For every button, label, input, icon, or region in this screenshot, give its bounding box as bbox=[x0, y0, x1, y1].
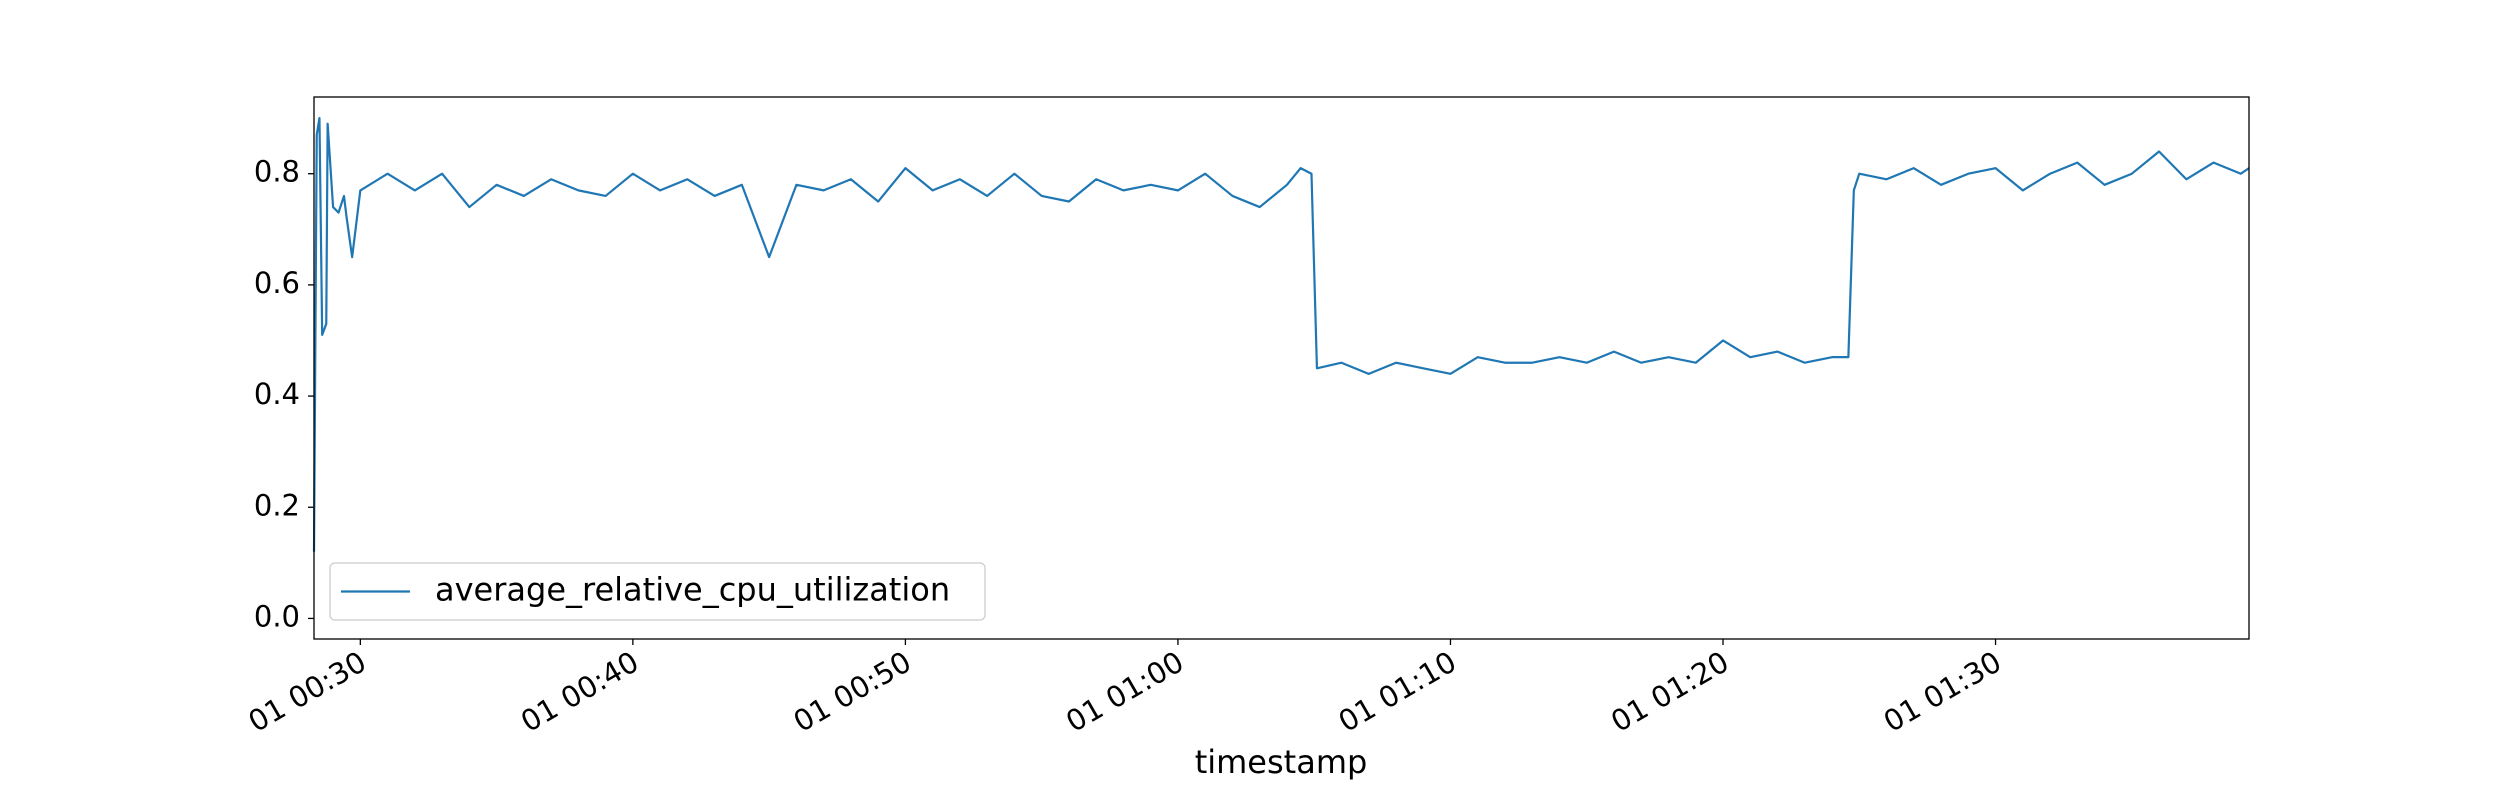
x-axis-label: timestamp bbox=[1195, 743, 1368, 781]
legend: average_relative_cpu_utilization bbox=[329, 562, 986, 621]
x-tick-label: 01 00:40 bbox=[515, 645, 644, 739]
x-tick-label: 01 01:30 bbox=[1878, 645, 2007, 739]
x-tick-label: 01 01:00 bbox=[1060, 645, 1189, 739]
y-tick-label: 0.8 bbox=[254, 155, 300, 189]
y-tick-label: 0.2 bbox=[254, 488, 300, 522]
x-tick-label: 01 00:50 bbox=[788, 645, 917, 739]
legend-box bbox=[329, 562, 986, 621]
x-tick-label: 01 01:20 bbox=[1605, 645, 1734, 739]
y-tick-label: 0.6 bbox=[254, 266, 300, 300]
y-tick-label: 0.0 bbox=[254, 599, 300, 633]
legend-label: average_relative_cpu_utilization bbox=[435, 571, 950, 609]
x-tick-label: 01 00:30 bbox=[243, 645, 372, 739]
data-line bbox=[312, 117, 2250, 552]
x-tick-label: 01 01:10 bbox=[1333, 645, 1462, 739]
plot-frame bbox=[313, 96, 2250, 640]
y-tick-label: 0.4 bbox=[254, 377, 300, 411]
